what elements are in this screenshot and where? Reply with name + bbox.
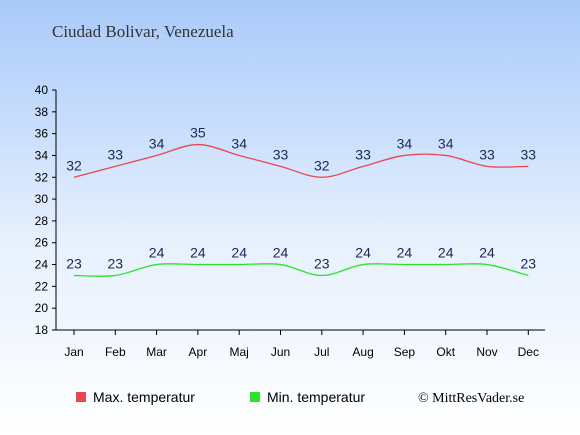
- legend-label-max: Max. temperatur: [93, 389, 195, 405]
- x-tick-label: Jun: [271, 345, 290, 359]
- data-label: 34: [231, 135, 247, 151]
- y-tick-label: 20: [35, 301, 49, 315]
- legend: Max. temperatur Min. temperatur: [76, 389, 365, 405]
- data-label: 34: [438, 135, 454, 151]
- legend-item-min: Min. temperatur: [250, 389, 365, 405]
- data-label: 34: [397, 135, 413, 151]
- data-label: 23: [521, 255, 537, 271]
- y-tick-label: 40: [35, 83, 49, 97]
- data-labels: 32 33 34 35 34 33 32 33 34 34 33 33 23 23 24 24 24 24 23 24…: [66, 125, 536, 272]
- data-label: 35: [190, 125, 206, 141]
- y-tick-label: 26: [35, 236, 49, 250]
- data-label: 33: [273, 146, 289, 162]
- legend-swatch-max: [76, 392, 86, 402]
- data-label: 24: [190, 245, 206, 261]
- data-label: 24: [355, 245, 371, 261]
- data-label: 24: [273, 245, 289, 261]
- legend-item-max: Max. temperatur: [76, 389, 195, 405]
- x-tick-label: Feb: [105, 345, 126, 359]
- y-tick-label: 32: [35, 170, 49, 184]
- series-line-max: [73, 143, 529, 178]
- x-tick-label: Maj: [230, 345, 249, 359]
- x-ticks: Jan Feb Mar Apr Maj Jun Jul Aug Sep Okt Nov Dec: [64, 330, 539, 359]
- y-tick-label: 36: [35, 127, 49, 141]
- y-tick-label: 22: [35, 279, 49, 293]
- x-tick-label: Jul: [314, 345, 329, 359]
- legend-label-min: Min. temperatur: [267, 389, 365, 405]
- data-label: 24: [231, 245, 247, 261]
- x-tick-label: Nov: [476, 345, 497, 359]
- data-label: 34: [149, 135, 165, 151]
- x-tick-label: Aug: [352, 345, 373, 359]
- chart-title: Ciudad Bolivar, Venezuela: [52, 22, 234, 41]
- y-tick-label: 30: [35, 192, 49, 206]
- data-label: 23: [314, 255, 330, 271]
- data-label: 23: [66, 255, 82, 271]
- data-label: 33: [355, 146, 371, 162]
- x-tick-label: Okt: [436, 345, 455, 359]
- data-label: 32: [66, 157, 82, 173]
- data-label: 33: [521, 146, 537, 162]
- x-tick-label: Dec: [518, 345, 539, 359]
- y-tick-label: 38: [35, 105, 49, 119]
- x-tick-label: Mar: [146, 345, 167, 359]
- x-tick-label: Jan: [64, 345, 83, 359]
- y-tick-label: 24: [35, 258, 49, 272]
- axes: [55, 90, 545, 331]
- data-label: 24: [438, 245, 454, 261]
- data-label: 33: [479, 146, 495, 162]
- data-label: 24: [479, 245, 495, 261]
- data-label: 33: [108, 146, 124, 162]
- data-label: 32: [314, 157, 330, 173]
- data-label: 23: [108, 255, 124, 271]
- y-ticks: 18 20 22 24 26 28 30 32 34 36 38 40: [35, 83, 56, 337]
- credit-text: © MittResVader.se: [418, 391, 524, 406]
- y-tick-label: 18: [35, 323, 49, 337]
- y-tick-label: 34: [35, 148, 49, 162]
- x-tick-label: Apr: [189, 345, 208, 359]
- legend-swatch-min: [250, 392, 260, 402]
- data-label: 24: [397, 245, 413, 261]
- series-layer: [73, 143, 529, 277]
- data-label: 24: [149, 245, 165, 261]
- series-line-min: [73, 263, 529, 277]
- x-tick-label: Sep: [394, 345, 416, 359]
- y-tick-label: 28: [35, 214, 49, 228]
